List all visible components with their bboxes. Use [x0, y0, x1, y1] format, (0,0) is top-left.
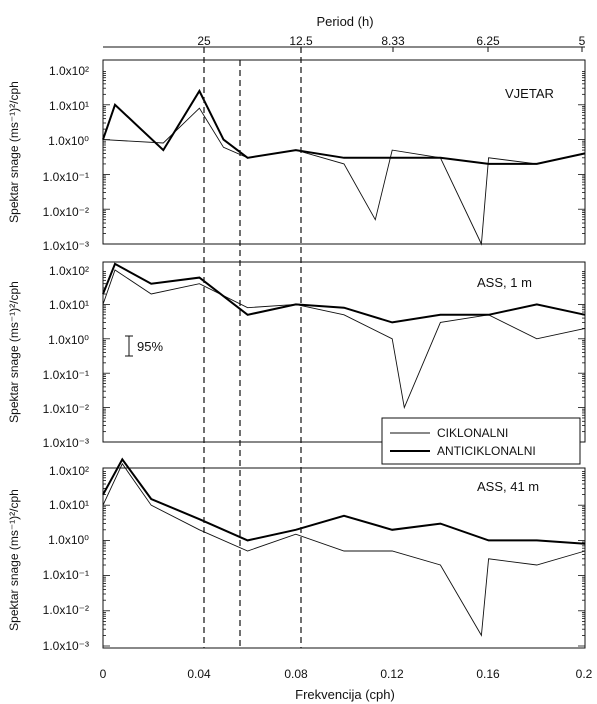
bottom-axis: 0 0.04 0.08 0.12 0.16 0.2 Frekvencija (c… — [100, 647, 593, 702]
top-tick-label-25: 25 — [197, 34, 211, 48]
panel-2-ytick-5: 1.0x10⁻³ — [43, 436, 89, 450]
panel-1-ytick-5: 1.0x10⁻³ — [43, 239, 89, 253]
panel-1-ytick-0: 1.0x10² — [49, 64, 89, 78]
panel-3-ytick-3: 1.0x10⁻¹ — [43, 568, 89, 582]
panel-2-ytick-0: 1.0x10² — [49, 264, 89, 278]
panel-1-series-anticiklonalni — [102, 88, 586, 165]
top-tick-label-6-25: 6.25 — [476, 34, 500, 48]
legend-label-anticiklonalni: ANTICIKLONALNI — [437, 444, 536, 458]
panel-3-ytick-0: 1.0x10² — [49, 464, 89, 478]
top-tick-label-8-33: 8.33 — [381, 34, 405, 48]
x-tick-label-0-04: 0.04 — [187, 667, 211, 681]
panel-2-series-ciklonalni — [102, 269, 586, 410]
legend-label-ciklonalni: CIKLONALNI — [437, 426, 508, 440]
panel-1-ytick-2: 1.0x10⁰ — [48, 134, 89, 148]
x-tick-label-0-12: 0.12 — [380, 667, 404, 681]
panel-3-ytick-4: 1.0x10⁻² — [43, 603, 89, 617]
panel-2-ytick-2: 1.0x10⁰ — [48, 333, 89, 347]
x-tick-label-0-08: 0.08 — [284, 667, 308, 681]
x-tick-label-0: 0 — [100, 667, 107, 681]
panel-3-series-ciklonalni — [102, 462, 586, 637]
panel-3-ytick-2: 1.0x10⁰ — [48, 533, 89, 547]
confidence-interval-marker: 95% — [125, 335, 163, 357]
x-tick-label-0-16: 0.16 — [476, 667, 500, 681]
panel-3-ytick-1: 1.0x10¹ — [49, 498, 89, 512]
x-axis-title: Frekvencija (cph) — [295, 687, 395, 702]
panel-2-ytick-3: 1.0x10⁻¹ — [43, 368, 89, 382]
panel-1-ytick-1: 1.0x10¹ — [49, 99, 89, 113]
panel-1-frame — [102, 59, 586, 245]
panel-3-label: ASS, 41 m — [477, 479, 539, 494]
panel-vjetar: Spektar snage (ms⁻¹)²/cph 1.0x10² 1.0x10… — [7, 59, 586, 253]
panel-3-ylabel: Spektar snage (ms⁻¹)²/cph — [7, 489, 21, 631]
confidence-label: 95% — [137, 339, 163, 354]
panel-ass-1m: Spektar snage (ms⁻¹)²/cph 1.0x10² 1.0x10… — [7, 261, 586, 465]
legend: CIKLONALNI ANTICIKLONALNI — [381, 417, 581, 465]
panel-2-ylabel: Spektar snage (ms⁻¹)²/cph — [7, 281, 21, 423]
top-tick-label-12-5: 12.5 — [289, 34, 313, 48]
panel-1-series-ciklonalni — [102, 107, 586, 246]
panel-3-frame — [102, 467, 586, 649]
panel-ass-41m: Spektar snage (ms⁻¹)²/cph 1.0x10² 1.0x10… — [7, 457, 586, 653]
x-tick-label-0-2: 0.2 — [576, 667, 593, 681]
top-tick-label-5: 5 — [579, 34, 586, 48]
panel-1-ytick-3: 1.0x10⁻¹ — [43, 170, 89, 184]
panel-1-ylabel: Spektar snage (ms⁻¹)²/cph — [7, 81, 21, 223]
panel-2-label: ASS, 1 m — [477, 275, 532, 290]
panel-3-series-anticiklonalni — [102, 457, 586, 545]
panel-2-ytick-1: 1.0x10¹ — [49, 298, 89, 312]
panel-2-series-anticiklonalni — [102, 262, 586, 324]
panel-1-ytick-4: 1.0x10⁻² — [43, 205, 89, 219]
panel-2-frame — [102, 261, 586, 443]
top-axis-title: Period (h) — [316, 14, 373, 29]
panel-1-label: VJETAR — [505, 86, 554, 101]
panel-3-ytick-5: 1.0x10⁻³ — [43, 639, 89, 653]
top-axis: Period (h) 25 12.5 8.33 6.25 5 — [103, 14, 586, 52]
panel-2-ytick-4: 1.0x10⁻² — [43, 402, 89, 416]
